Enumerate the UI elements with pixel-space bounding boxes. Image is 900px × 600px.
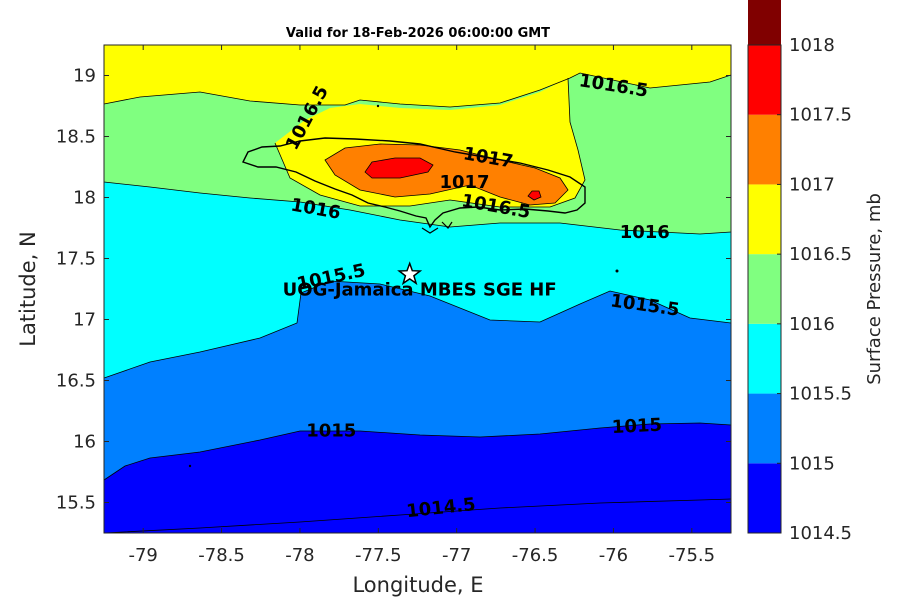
colorbar-segment (748, 323, 781, 394)
colorbar-tick-label: 1014.5 (789, 523, 852, 544)
contour-line-1015 (104, 422, 731, 481)
colorbar-tick-label: 1018 (789, 35, 835, 56)
small-island (376, 104, 380, 108)
coastline-fragment (421, 221, 453, 234)
colorbar-segment (748, 184, 781, 255)
jamaica-coastline (242, 137, 586, 229)
y-tick-label: 15.5 (56, 493, 96, 514)
contour-label: 1015 (306, 421, 356, 442)
contour-line-1016-5-north (104, 72, 731, 108)
station-marker: UOG-Jamaica MBES SGE HF (283, 261, 557, 300)
y-tick-label: 17.5 (56, 249, 96, 270)
contour-lines (104, 72, 731, 533)
map-title: Valid for 18-Feb-2026 06:00:00 GMT (286, 26, 550, 41)
colorbar-segment (748, 393, 781, 464)
x-tick-label: -79 (128, 545, 157, 566)
contour-label: 1016 (620, 222, 670, 243)
x-tick-label: -76 (599, 545, 628, 566)
station-label: UOG-Jamaica MBES SGE HF (283, 279, 557, 300)
colorbar-frame (747, 44, 782, 534)
colorbar: 1014.5 1015 1015.5 1016 1016.5 1017 1017.5 1018 (747, 0, 852, 544)
colorbar-segment (748, 254, 781, 324)
colorbar-tick-label: 1016 (789, 314, 835, 335)
x-axis-ticks: -79 -78.5 -78 -77.5 -77 -76.5 -76 -75.5 (128, 45, 715, 566)
x-tick-label: -78 (285, 545, 314, 566)
contour-plot-area (104, 45, 731, 533)
y-axis-ticks: 15.5 16 16.5 17 17.5 18 18.5 19 (56, 66, 731, 514)
y-tick-label: 16.5 (56, 371, 96, 392)
colorbar-label: Surface Pressure, mb (864, 193, 885, 385)
x-tick-label: -76.5 (512, 545, 559, 566)
y-tick-label: 19 (73, 66, 96, 87)
x-tick-label: -78.5 (198, 545, 245, 566)
y-tick-label: 18.5 (56, 127, 96, 148)
band-1016-5 (104, 45, 731, 207)
contour-line-1017 (324, 143, 569, 206)
contour-line-1017-5 (364, 157, 542, 201)
plot-frame (103, 44, 732, 534)
colorbar-segment (748, 114, 781, 185)
colorbar-tick-label: 1017 (789, 174, 835, 195)
contour-label: 1015 (611, 415, 662, 439)
x-tick-label: -77 (442, 545, 471, 566)
x-axis-label: Longitude, E (352, 573, 483, 597)
y-tick-label: 16 (73, 432, 96, 453)
x-tick-label: -75.5 (669, 545, 716, 566)
colorbar-segment (748, 45, 781, 115)
x-tick-label: -77.5 (355, 545, 402, 566)
y-axis-label: Latitude, N (16, 231, 40, 347)
small-island (188, 464, 192, 468)
contour-line-1014-5 (104, 498, 731, 533)
y-tick-label: 17 (73, 310, 96, 331)
colorbar-tick-label: 1015 (789, 453, 835, 474)
contour-line-1016-5-island (274, 77, 586, 208)
colorbar-tick-label: 1016.5 (789, 244, 852, 265)
contour-label: 1017 (439, 172, 489, 193)
y-tick-label: 18 (73, 188, 96, 209)
contour-line-1016 (104, 181, 731, 235)
star-icon (397, 261, 423, 286)
colorbar-segment (748, 463, 781, 533)
colorbar-tick-label: 1015.5 (789, 384, 852, 405)
colorbar-tick-label: 1017.5 (789, 105, 852, 126)
contour-line-1015-5 (104, 280, 731, 379)
small-island (615, 269, 619, 273)
band-1017-5 (365, 158, 541, 200)
colorbar-segment (748, 0, 781, 46)
